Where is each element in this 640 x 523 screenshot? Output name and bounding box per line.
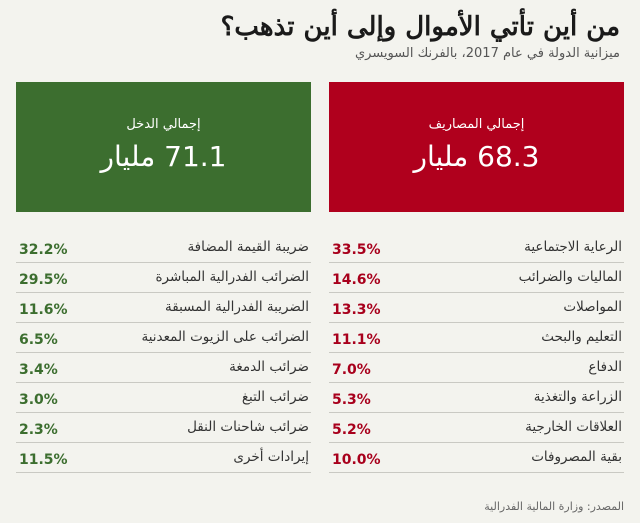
income-percent: 11.5% bbox=[19, 452, 68, 468]
income-total-value: 71.1 مليار bbox=[100, 140, 227, 173]
income-row: الضرائب على الزيوت المعدنية 6.5% bbox=[16, 323, 311, 353]
income-label: الضرائب الفدرالية المباشرة bbox=[155, 269, 309, 285]
expense-row: الرعاية الاجتماعية 33.5% bbox=[329, 233, 624, 263]
income-percent: 6.5% bbox=[19, 332, 58, 348]
income-row: ضريبة القيمة المضافة 32.2% bbox=[16, 233, 311, 263]
income-row: ضرائب الدمغة 3.4% bbox=[16, 353, 311, 383]
income-list: ضريبة القيمة المضافة 32.2% الضرائب الفدرا… bbox=[16, 233, 311, 473]
income-percent: 3.4% bbox=[19, 362, 58, 378]
income-total-box: إجمالي الدخل 71.1 مليار bbox=[16, 82, 311, 212]
income-row: ضرائب التبغ 3.0% bbox=[16, 383, 311, 413]
income-label: ضرائب شاحنات النقل bbox=[187, 419, 309, 435]
expense-label: العلاقات الخارجية bbox=[525, 419, 622, 435]
page-subtitle: ميزانية الدولة في عام 2017، بالفرنك السو… bbox=[354, 46, 620, 61]
expense-row: التعليم والبحث 11.1% bbox=[329, 323, 624, 353]
expense-row: الدفاع 7.0% bbox=[329, 353, 624, 383]
income-label: ضريبة القيمة المضافة bbox=[187, 239, 309, 255]
expense-row: المواصلات 13.3% bbox=[329, 293, 624, 323]
expenses-list: الرعاية الاجتماعية 33.5% الماليات والضرائ… bbox=[329, 233, 624, 473]
expense-label: الماليات والضرائب bbox=[518, 269, 622, 285]
page-title: من أين تأتي الأموال وإلى أين تذهب؟ bbox=[220, 12, 620, 42]
expense-label: التعليم والبحث bbox=[541, 329, 622, 345]
income-row: ضرائب شاحنات النقل 2.3% bbox=[16, 413, 311, 443]
expenses-total-value: 68.3 مليار bbox=[413, 140, 540, 173]
expense-row: الزراعة والتغذية 5.3% bbox=[329, 383, 624, 413]
income-row: الضرائب الفدرالية المباشرة 29.5% bbox=[16, 263, 311, 293]
expense-row: العلاقات الخارجية 5.2% bbox=[329, 413, 624, 443]
expenses-total-label: إجمالي المصاريف bbox=[428, 117, 525, 132]
income-label: ضرائب الدمغة bbox=[229, 359, 309, 375]
income-percent: 32.2% bbox=[19, 242, 68, 258]
expense-row: بقية المصروفات 10.0% bbox=[329, 443, 624, 473]
income-percent: 2.3% bbox=[19, 422, 58, 438]
expense-percent: 33.5% bbox=[332, 242, 381, 258]
source-note: المصدر: وزارة المالية الفدرالية bbox=[484, 500, 624, 513]
expense-percent: 14.6% bbox=[332, 272, 381, 288]
income-percent: 29.5% bbox=[19, 272, 68, 288]
expense-percent: 5.3% bbox=[332, 392, 371, 408]
income-total-label: إجمالي الدخل bbox=[126, 117, 201, 132]
expense-percent: 11.1% bbox=[332, 332, 381, 348]
expense-label: الرعاية الاجتماعية bbox=[524, 239, 622, 255]
expenses-total-box: إجمالي المصاريف 68.3 مليار bbox=[329, 82, 624, 212]
income-percent: 11.6% bbox=[19, 302, 68, 318]
expense-label: الدفاع bbox=[588, 359, 622, 375]
income-row: الضريبة الفدرالية المسبقة 11.6% bbox=[16, 293, 311, 323]
income-row: إيرادات أخرى 11.5% bbox=[16, 443, 311, 473]
income-label: الضريبة الفدرالية المسبقة bbox=[165, 299, 309, 315]
income-percent: 3.0% bbox=[19, 392, 58, 408]
expense-percent: 5.2% bbox=[332, 422, 371, 438]
income-label: إيرادات أخرى bbox=[233, 449, 309, 465]
income-label: الضرائب على الزيوت المعدنية bbox=[141, 329, 309, 345]
expense-percent: 7.0% bbox=[332, 362, 371, 378]
expense-label: الزراعة والتغذية bbox=[533, 389, 622, 405]
expense-percent: 10.0% bbox=[332, 452, 381, 468]
expense-label: بقية المصروفات bbox=[531, 449, 622, 465]
expense-label: المواصلات bbox=[563, 299, 622, 315]
income-label: ضرائب التبغ bbox=[241, 389, 309, 405]
expense-row: الماليات والضرائب 14.6% bbox=[329, 263, 624, 293]
expense-percent: 13.3% bbox=[332, 302, 381, 318]
